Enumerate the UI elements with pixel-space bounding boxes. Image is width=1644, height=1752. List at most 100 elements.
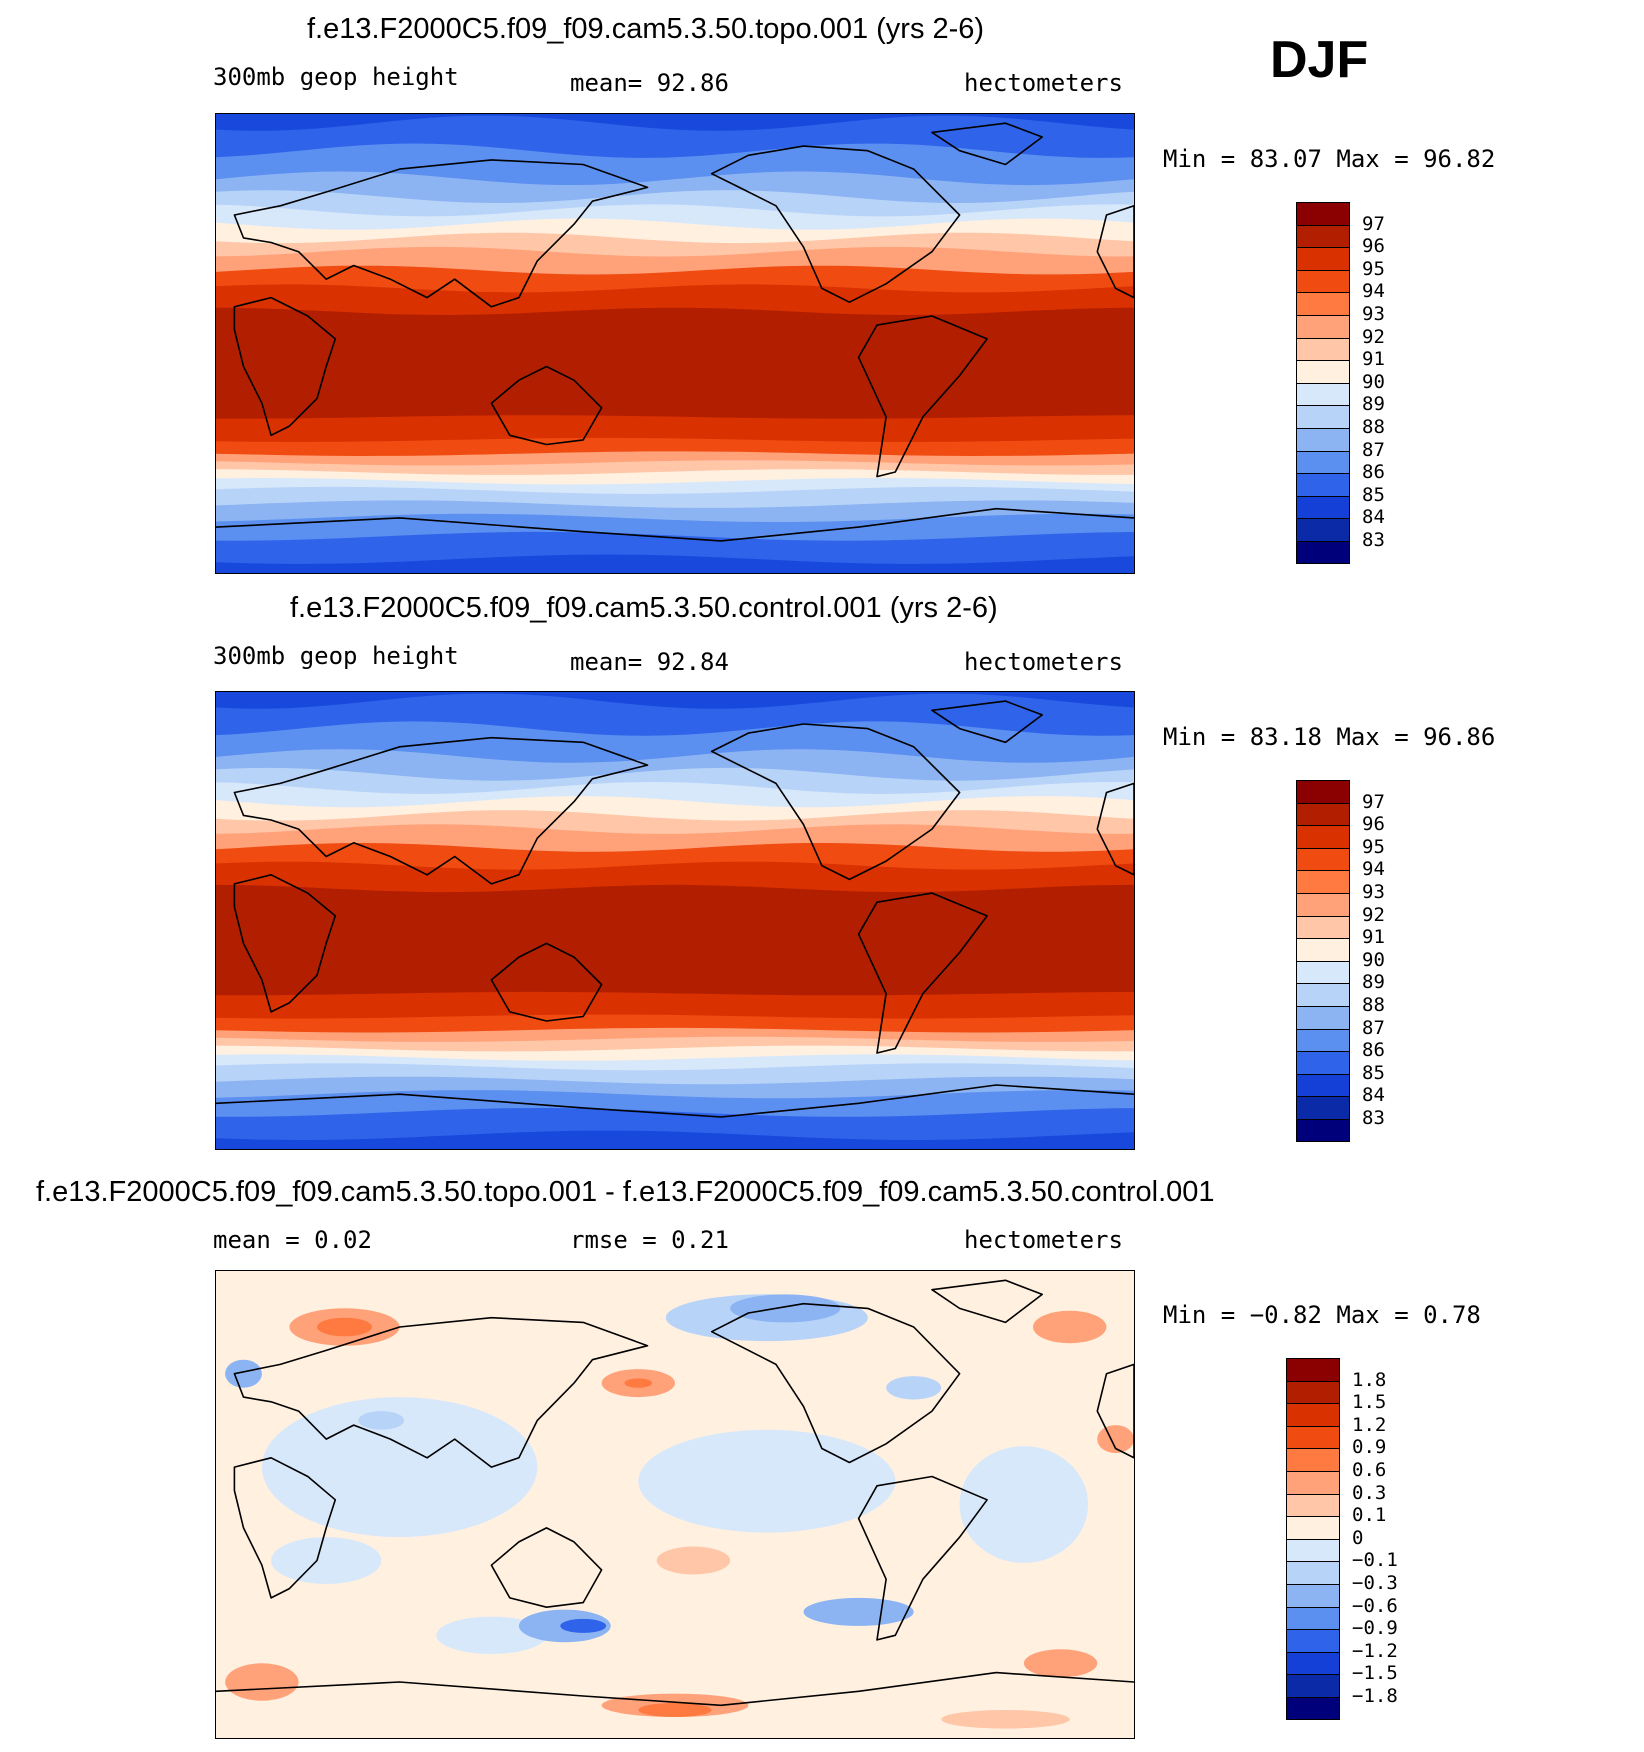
colorbar-swatch (1296, 518, 1350, 541)
colorbar-swatch (1296, 825, 1350, 848)
colorbar-label: 83 (1362, 529, 1385, 551)
contour-region (1097, 1425, 1134, 1454)
colorbar-label: 93 (1362, 303, 1385, 325)
colorbar-swatch (1296, 495, 1350, 519)
colorbar-swatch (1286, 1493, 1340, 1517)
contour-region (959, 1446, 1089, 1563)
colorbar-swatch (1286, 1448, 1340, 1471)
colorbar-label: 83 (1362, 1107, 1385, 1129)
colorbar-label: 90 (1362, 370, 1385, 393)
contour-region (225, 1359, 262, 1388)
colorbar-swatch (1296, 1006, 1350, 1029)
coastline (931, 700, 1044, 744)
coastline (216, 507, 1134, 542)
coastline (857, 1475, 988, 1641)
colorbar-label: 86 (1362, 1039, 1385, 1062)
contour-band (216, 307, 1134, 419)
contour-band (216, 884, 1134, 996)
colorbar-label: 87 (1362, 438, 1385, 461)
panel-2-units: hectometers (964, 648, 1123, 676)
panel-2-contour-field (216, 692, 1134, 1149)
colorbar-frame (1296, 780, 1350, 1142)
colorbar-label: 90 (1362, 948, 1385, 971)
contour-region (358, 1411, 405, 1430)
colorbar-swatch (1296, 382, 1350, 406)
colorbar-label: 93 (1362, 881, 1385, 903)
panel-3-mean: mean = 0.02 (213, 1226, 372, 1254)
colorbar-label: −1.2 (1352, 1639, 1398, 1662)
coastlines (216, 1279, 1134, 1707)
colorbar-label: −0.3 (1352, 1572, 1398, 1594)
colorbar-label: −1.5 (1352, 1662, 1398, 1685)
colorbar-frame (1286, 1358, 1340, 1720)
contour-region (560, 1618, 607, 1633)
colorbar-swatch (1296, 1051, 1350, 1074)
colorbar-swatch (1296, 428, 1350, 451)
panel-3-minmax: Min = −0.82 Max = 0.78 (1163, 1301, 1481, 1329)
coastlines (216, 700, 1134, 1118)
colorbar-swatch (1286, 1538, 1340, 1562)
colorbar-label: 87 (1362, 1016, 1385, 1039)
coastline (490, 942, 603, 1022)
panel-3-contour-field (216, 1271, 1134, 1738)
colorbar-label: −0.1 (1352, 1549, 1398, 1572)
coastline (216, 1671, 1134, 1707)
panel-1-minmax: Min = 83.07 Max = 96.82 (1163, 145, 1496, 173)
contour-region (656, 1546, 731, 1575)
panel-2-title: f.e13.F2000C5.f09_f09.cam5.3.50.control.… (290, 592, 998, 624)
contour-region (803, 1597, 914, 1626)
colorbar-swatch (1296, 983, 1350, 1006)
colorbar-swatch (1286, 1674, 1340, 1697)
coastline (857, 892, 988, 1054)
coastline (233, 736, 649, 885)
panel-1-title: f.e13.F2000C5.f09_f09.cam5.3.50.topo.001… (307, 13, 985, 45)
colorbar-swatch (1296, 405, 1350, 428)
colorbar-swatch (1286, 1606, 1340, 1630)
contour-region (638, 1429, 896, 1533)
colorbar-label: 91 (1362, 926, 1385, 949)
colorbar-swatch (1296, 915, 1350, 939)
colorbar-label: 88 (1362, 994, 1385, 1016)
coastline (857, 315, 988, 478)
contour-region (730, 1294, 841, 1323)
colorbar-label: 89 (1362, 393, 1385, 416)
panel-1-variable: 300mb geop height (213, 63, 459, 91)
colorbar-swatch (1286, 1471, 1340, 1494)
colorbar-label: 89 (1362, 971, 1385, 994)
contour-region (261, 1397, 538, 1538)
colorbar-swatch (1296, 1073, 1350, 1097)
colorbar-swatch (1296, 1028, 1350, 1052)
coastline (233, 1316, 649, 1468)
colorbar-label: 92 (1362, 325, 1385, 348)
panel-1-map (215, 113, 1135, 574)
coastline (710, 723, 961, 881)
contour-region (886, 1376, 942, 1400)
colorbar-label: 95 (1362, 257, 1385, 280)
colorbar-label: 96 (1362, 235, 1385, 258)
coastline (490, 365, 603, 446)
coastline (931, 1279, 1044, 1324)
panel-3-units: hectometers (964, 1226, 1123, 1254)
colorbar-label: 92 (1362, 903, 1385, 926)
coastline (490, 1527, 603, 1609)
coastline (216, 1084, 1134, 1118)
colorbar-swatch (1296, 960, 1350, 984)
panel-2-mean: mean= 92.84 (570, 648, 729, 676)
panel-2-variable: 300mb geop height (213, 642, 459, 670)
contour-region (638, 1703, 712, 1717)
colorbar-label: 85 (1362, 483, 1385, 506)
colorbar-label: 85 (1362, 1061, 1385, 1084)
colorbar-swatch (1296, 870, 1350, 893)
colorbar-swatch (1296, 360, 1350, 383)
colorbar-label: 88 (1362, 416, 1385, 438)
colorbar-label: 96 (1362, 813, 1385, 836)
colorbar-swatch (1286, 1403, 1340, 1426)
colorbar-swatch (1286, 1516, 1340, 1539)
colorbar-label: 0.3 (1352, 1481, 1387, 1504)
colorbar-swatch (1296, 337, 1350, 361)
contour-region (271, 1537, 382, 1584)
panel-2-colorbar: 97 96 95 94 93 92 91 90 89 88 87 86 85 84 83 (1296, 780, 1496, 1142)
colorbar-label: 1.2 (1352, 1413, 1387, 1436)
coastline (233, 296, 337, 437)
colorbar-swatch (1296, 315, 1350, 338)
